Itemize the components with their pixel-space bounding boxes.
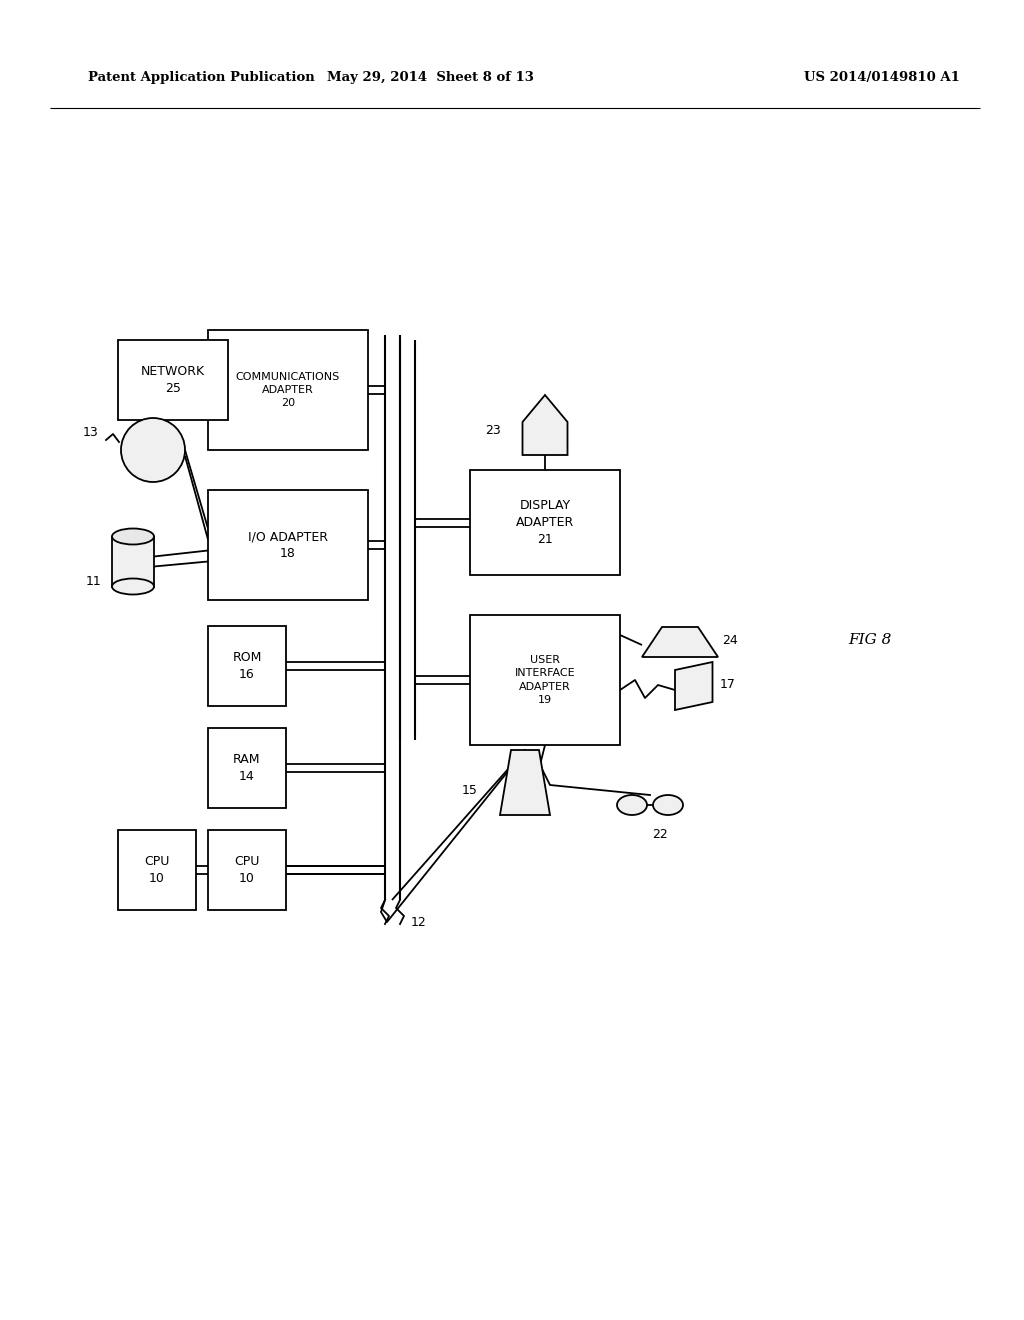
Circle shape [121,418,185,482]
Polygon shape [675,663,713,710]
Ellipse shape [112,528,154,544]
Text: May 29, 2014  Sheet 8 of 13: May 29, 2014 Sheet 8 of 13 [327,71,534,84]
Text: 22: 22 [652,829,668,842]
Bar [208,830,286,909]
Ellipse shape [112,578,154,594]
Text: 23: 23 [485,425,501,437]
Text: 11: 11 [86,576,101,587]
Text: I/O ADAPTER
18: I/O ADAPTER 18 [248,531,328,560]
Text: 12: 12 [411,916,426,928]
Text: CPU
10: CPU 10 [144,855,170,884]
Text: COMMUNICATIONS
ADAPTER
20: COMMUNICATIONS ADAPTER 20 [236,372,340,408]
Ellipse shape [617,795,647,814]
Text: Patent Application Publication: Patent Application Publication [88,71,314,84]
Bar [208,490,368,601]
Text: NETWORK
25: NETWORK 25 [141,366,205,395]
Text: 13: 13 [83,425,99,438]
Ellipse shape [653,795,683,814]
Text: 17: 17 [720,678,735,692]
Polygon shape [642,627,718,657]
Text: CPU
10: CPU 10 [234,855,260,884]
Bar [208,626,286,706]
Text: ROM
16: ROM 16 [232,651,262,681]
Text: 15: 15 [462,784,478,796]
Text: 24: 24 [722,634,738,647]
Bar [470,470,620,576]
Bar [470,615,620,744]
Text: RAM
14: RAM 14 [233,752,261,783]
Text: DISPLAY
ADAPTER
21: DISPLAY ADAPTER 21 [516,499,574,546]
Bar [208,729,286,808]
Bar [208,330,368,450]
Text: FIG 8: FIG 8 [848,634,892,647]
Polygon shape [500,750,550,814]
Bar [112,536,154,586]
Text: US 2014/0149810 A1: US 2014/0149810 A1 [804,71,961,84]
Bar [118,830,196,909]
Text: USER
INTERFACE
ADAPTER
19: USER INTERFACE ADAPTER 19 [515,655,575,705]
Bar [118,341,228,420]
Polygon shape [522,395,567,455]
